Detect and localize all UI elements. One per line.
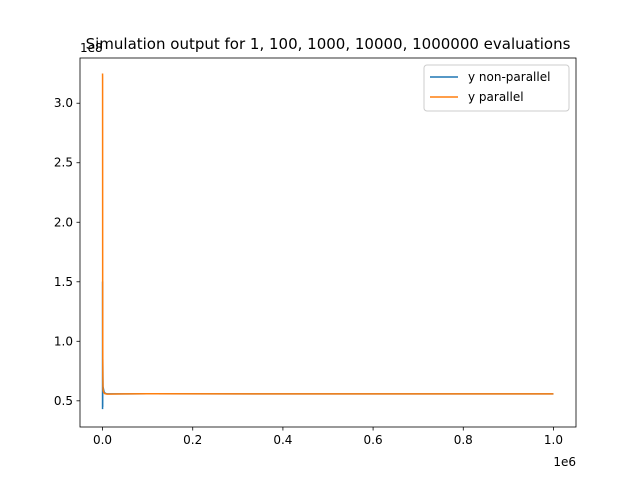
x-tick-label: 0.0 <box>93 433 112 447</box>
legend: y non-parallel y parallel <box>423 64 570 112</box>
y-tick-label: 1.5 <box>54 275 73 289</box>
plot-frame <box>79 57 577 428</box>
series-line-1 <box>101 73 554 395</box>
legend-box <box>423 64 570 112</box>
series-line-0 <box>101 281 554 410</box>
x-offset-label: 1e6 <box>553 455 576 469</box>
chart-title: Simulation output for 1, 100, 1000, 1000… <box>86 35 571 53</box>
x-tick-label: 1.0 <box>544 433 563 447</box>
y-tick-label: 2.5 <box>54 156 73 170</box>
x-tick-label: 0.2 <box>183 433 202 447</box>
series-layer <box>101 73 554 410</box>
y-tick-label: 3.0 <box>54 96 73 110</box>
y-offset-label: 1e8 <box>80 41 103 55</box>
legend-label-0: y non-parallel <box>468 70 550 84</box>
y-tick-label: 0.5 <box>54 394 73 408</box>
x-tick-label: 0.6 <box>364 433 383 447</box>
x-tick-label: 0.4 <box>273 433 292 447</box>
y-tick-label: 2.0 <box>54 215 73 229</box>
axes-layer: 0.0 0.2 0.4 0.6 0.8 1.0 0.5 1.0 1.5 2.0 2.5 3.0 <box>54 57 577 447</box>
y-tick-label: 1.0 <box>54 334 73 348</box>
x-tick-label: 0.8 <box>454 433 473 447</box>
legend-label-1: y parallel <box>468 90 524 104</box>
